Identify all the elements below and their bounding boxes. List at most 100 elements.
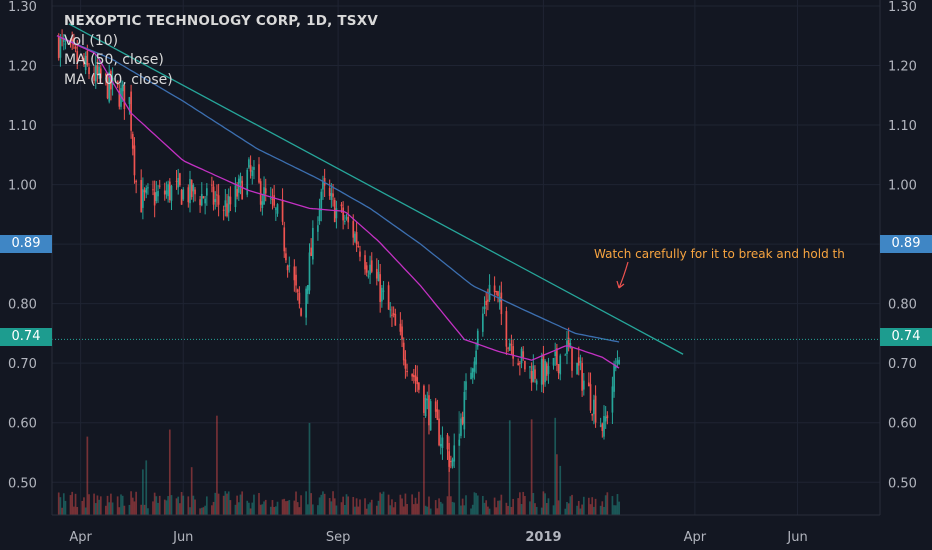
volume-bar (581, 504, 583, 515)
annotation-text[interactable]: Watch carefully for it to break and hold… (594, 247, 845, 261)
symbol-title[interactable]: NEXOPTIC TECHNOLOGY CORP, 1D, TSXV (64, 13, 378, 29)
candle-body (369, 264, 371, 275)
candle-body (194, 189, 196, 195)
volume-bar (158, 495, 161, 515)
volume-bar (106, 495, 109, 515)
volume-bar (111, 502, 114, 515)
volume-bar (389, 505, 392, 515)
candle-body (616, 360, 619, 364)
candle-body (182, 189, 185, 200)
volume-bar (258, 493, 260, 515)
candle-body (540, 358, 543, 385)
volume-bar (355, 498, 358, 515)
candle-body (377, 271, 380, 282)
candle-body (152, 189, 154, 191)
volume-bar (520, 504, 523, 515)
volume-bar (588, 497, 590, 515)
volume-bar (216, 415, 218, 515)
candle-body (133, 145, 136, 176)
y-tick-label-right: 0.50 (888, 476, 917, 491)
volume-bar (534, 503, 536, 515)
candle-body (259, 181, 262, 205)
volume-bar (402, 506, 405, 515)
candle-body (69, 39, 72, 42)
x-tick-label: Apr (684, 530, 707, 545)
candle-body (488, 284, 491, 300)
candle-body (411, 374, 413, 377)
volume-bar (426, 506, 429, 515)
volume-bar (271, 500, 274, 515)
candle-body (554, 351, 557, 357)
price-tag-right-teal: 0.74 (880, 328, 932, 346)
candle-body (105, 73, 107, 76)
legend-volume[interactable]: Vol (10) (64, 32, 119, 49)
legend-ma50[interactable]: MA (50, close) (64, 52, 164, 68)
candle-body (520, 348, 523, 364)
volume-bar (342, 496, 344, 515)
candle-body (557, 364, 560, 374)
candle-body (140, 180, 143, 213)
volume-bar (418, 491, 420, 515)
candle-body (340, 204, 343, 207)
candle-body (547, 365, 550, 375)
candle-body (382, 290, 385, 292)
volume-bar (461, 498, 464, 515)
candle-body (507, 347, 509, 349)
candle-body (306, 285, 309, 294)
volume-bar (214, 492, 217, 515)
candle-body (493, 285, 496, 293)
candle-body (73, 38, 75, 45)
candle-body (495, 290, 498, 292)
candle-body (286, 265, 289, 271)
volume-bar (93, 493, 95, 515)
volume-bar (152, 501, 154, 515)
candle-body (199, 199, 201, 206)
volume-bar (155, 496, 158, 515)
candle-body (375, 268, 378, 279)
candle-body (429, 401, 432, 431)
volume-bar (168, 429, 171, 515)
volume-bar (377, 500, 380, 515)
volume-bar (133, 501, 136, 515)
candle-body (251, 170, 254, 176)
candle-body (582, 380, 585, 390)
candle-body (288, 265, 291, 267)
volume-bar (310, 493, 313, 515)
candle-body (471, 368, 474, 378)
volume-bar (170, 495, 173, 515)
volume-bar (167, 496, 169, 515)
candle-body (342, 207, 344, 221)
candle-body (168, 181, 171, 200)
volume-bar (399, 494, 402, 515)
candle-body (522, 351, 525, 358)
candle-body (317, 225, 319, 232)
candle-body (179, 173, 181, 186)
candle-body (177, 177, 180, 188)
candle-body (589, 384, 592, 411)
volume-bar (276, 501, 279, 515)
volume-bar (263, 501, 265, 515)
candle-body (576, 362, 578, 375)
candle-body (436, 409, 439, 420)
candle-body (512, 346, 514, 359)
candle-body (320, 191, 323, 211)
candle-body (441, 437, 444, 449)
volume-bar (88, 494, 90, 515)
candle-body (594, 395, 597, 423)
candle-body (335, 208, 338, 219)
volume-bar (96, 495, 99, 515)
volume-bar (552, 505, 555, 515)
volume-bar (120, 494, 122, 515)
volume-bar (500, 494, 503, 515)
volume-bar (239, 494, 242, 515)
volume-bar (424, 505, 427, 515)
volume-bar (369, 502, 371, 515)
volume-bar (81, 500, 84, 515)
candle-body (234, 185, 237, 208)
volume-bar (465, 495, 467, 515)
legend-ma100[interactable]: MA (100, close) (64, 71, 173, 88)
volume-bar (73, 506, 75, 515)
candle-body (517, 363, 520, 366)
volume-bar (333, 498, 336, 515)
